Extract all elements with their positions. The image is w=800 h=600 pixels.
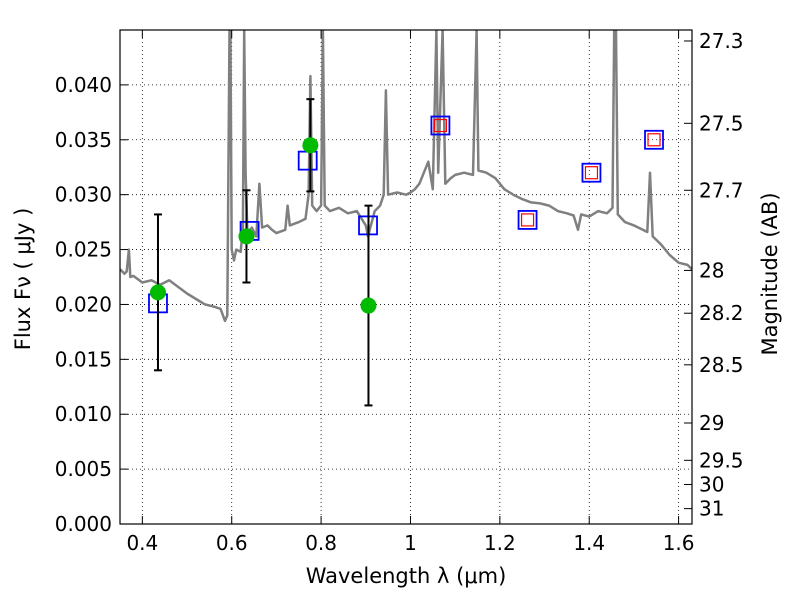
x-tick-label: 1.6 [663,531,695,555]
model-photometry-red-square [433,118,448,133]
plot-area [120,30,692,407]
right-tick-label: 27.3 [699,29,744,53]
y-tick-label: 0.010 [55,402,112,426]
right-tick-label: 30 [699,472,724,496]
y-tick-label: 0.000 [55,512,112,536]
grid [120,30,692,525]
right-tick-label: 28 [699,258,724,282]
right-tick-label: 28.2 [699,301,744,325]
y-axis-label-right: Magnitude (AB) [758,192,782,355]
right-tick-label: 27.7 [699,178,744,202]
right-tick-label: 31 [699,497,724,521]
right-tick-label: 29.5 [699,448,744,472]
right-tick-label: 29 [699,411,724,435]
model-photometry-blue-square [517,210,538,230]
x-tick-label: 1.4 [573,531,605,555]
observed-flux-point [238,228,255,245]
axis-ticks: 0.4 0.6 0.8 1 1.2 1.4 1.6 0.000 0.005 0.010 0.015 0… [55,29,744,555]
model-photometry-red-square [520,213,535,227]
x-tick-label: 0.6 [216,531,248,555]
y-tick-label: 0.035 [55,128,112,152]
y-axis-label-left: Flux Fν ( μJy ) [11,208,35,351]
right-tick-label: 28.5 [699,353,744,377]
model-spectrum-line [120,30,692,323]
plot-frame [119,29,693,525]
y-tick-label: 0.040 [55,73,112,97]
x-tick-label: 1 [404,531,417,555]
model-photometry-blue-square [430,115,451,136]
observed-flux-point [149,284,166,301]
y-tick-label: 0.030 [55,183,112,207]
model-photometry-red-square [647,133,661,147]
model-photometry-blue-square [581,162,602,183]
x-tick-label: 1.2 [484,531,516,555]
x-tick-label: 0.8 [305,531,337,555]
y-tick-label: 0.025 [55,238,112,262]
x-tick-label: 0.4 [126,531,158,555]
model-photometry-red-square [584,166,599,180]
y-tick-label: 0.015 [55,347,112,371]
model-photometry-blue-square [644,129,664,150]
right-tick-label: 27.5 [699,111,744,135]
y-tick-label: 0.020 [55,292,112,316]
model-photometry-blue-square [297,150,318,171]
observed-flux-point [360,297,377,314]
y-tick-label: 0.005 [55,457,112,481]
observed-flux-point [302,137,319,154]
x-axis-label: Wavelength λ (μm) [306,564,507,588]
